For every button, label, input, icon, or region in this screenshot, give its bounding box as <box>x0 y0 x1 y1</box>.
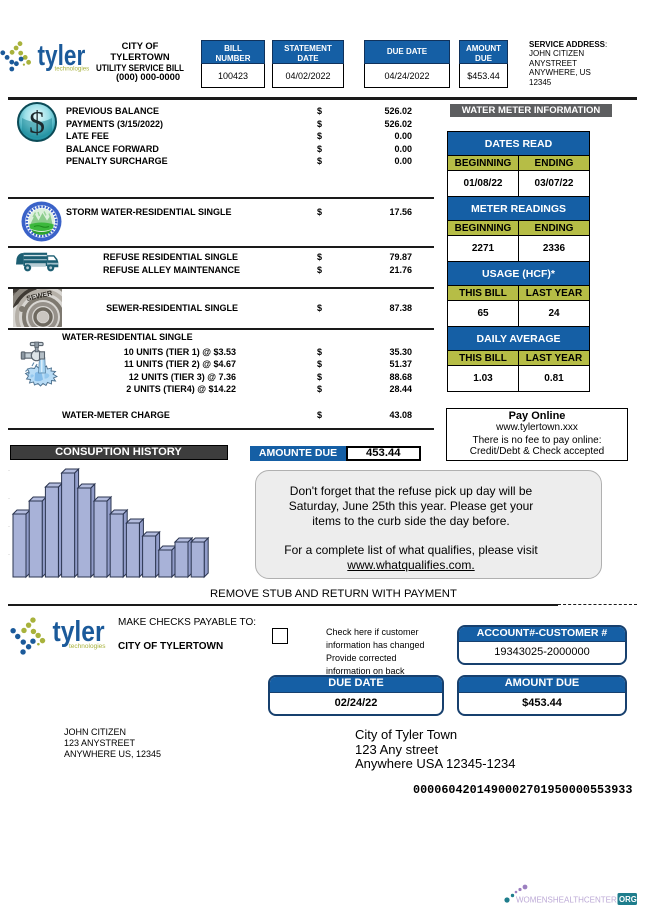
svg-text:-: - <box>8 524 10 530</box>
svg-text:-: - <box>8 468 10 474</box>
svg-text:-: - <box>8 496 10 502</box>
svg-text:technologies: technologies <box>55 66 90 73</box>
svg-text:$: $ <box>29 104 45 140</box>
svg-text:tyler: tyler <box>38 38 86 71</box>
svg-text:-: - <box>8 552 10 558</box>
svg-text:technologies: technologies <box>69 643 106 650</box>
svg-text:tyler: tyler <box>53 615 106 647</box>
svg-text:WOMENSHEALTHCENTER: WOMENSHEALTHCENTER <box>516 895 617 904</box>
svg-text:ORG: ORG <box>619 895 637 904</box>
